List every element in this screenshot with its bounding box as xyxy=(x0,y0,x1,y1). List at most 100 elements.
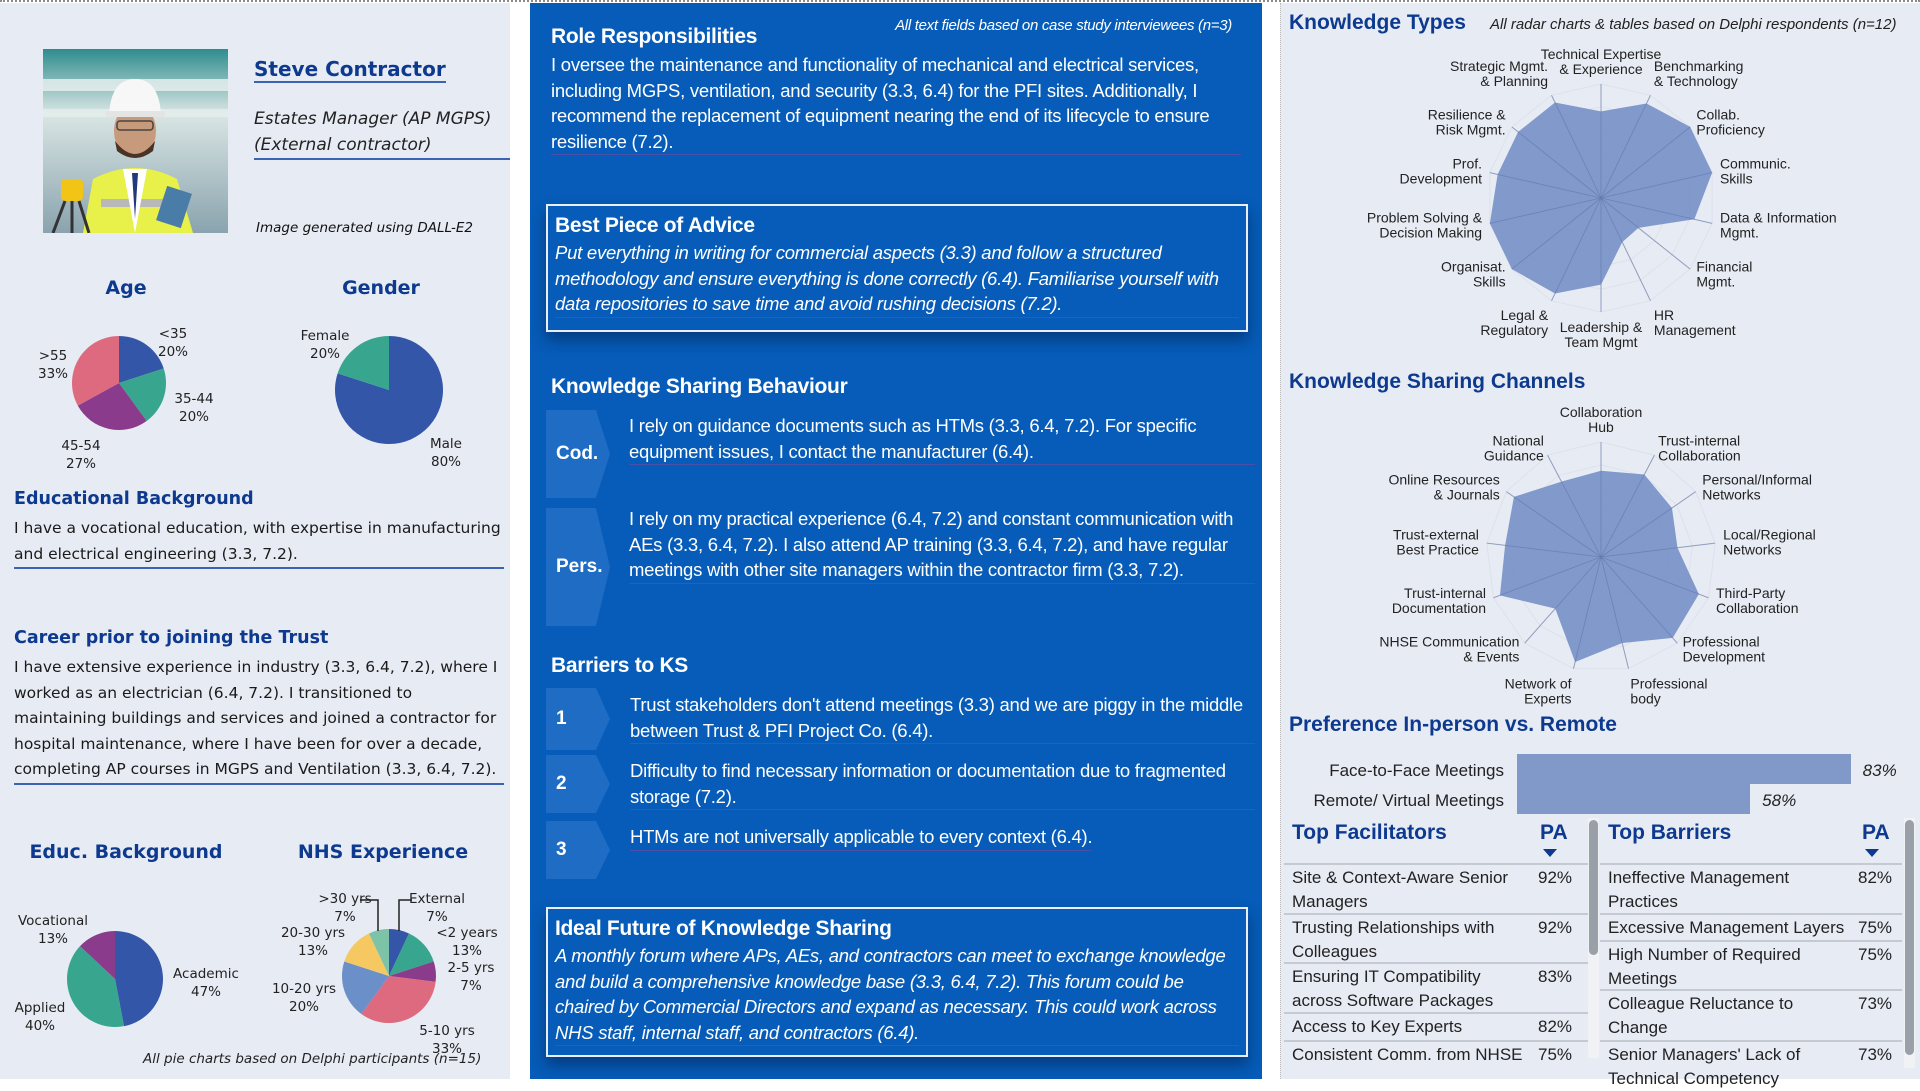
profile-role-line2: (External contractor) xyxy=(254,135,432,155)
radar-axis-label-line: Management xyxy=(1654,322,1736,338)
pie-slice-20-30 yrs xyxy=(344,933,389,976)
radar-axis-label: Professional Development xyxy=(1683,634,1766,665)
pie-label-category: 5-10 yrs xyxy=(419,1023,475,1039)
table-row[interactable]: Senior Managers' Lack of Technical Compe… xyxy=(1600,1040,1902,1091)
pie-label-value: 33% xyxy=(431,1041,463,1057)
pie-label: >30 yrs 7% xyxy=(318,890,371,926)
pie-label-value: 20% xyxy=(178,409,210,425)
radar-axis-label-line: Decision Making xyxy=(1379,225,1482,241)
pie-slice->30 yrs xyxy=(368,929,389,976)
radar-area xyxy=(1499,470,1699,662)
row-pa-value: 73% xyxy=(1858,1045,1893,1064)
sort-descending-icon[interactable] xyxy=(1865,849,1879,857)
radar-axis-label: Network of Experts xyxy=(1505,675,1572,706)
radar-axis-label: NHSE Communication & Events xyxy=(1379,634,1519,665)
radar-axis-label-line: Network of xyxy=(1505,675,1572,691)
row-name: Colleague Reluctance to Change xyxy=(1608,994,1794,1037)
table-row[interactable]: Consistent Comm. from NHSE 75% xyxy=(1284,1040,1588,1091)
profile-role-line1: Estates Manager (AP MGPS) xyxy=(254,109,492,129)
interview-panel: All text fields based on case study inte… xyxy=(530,3,1262,1079)
bar-value-face-to-face: 83% xyxy=(1862,761,1897,780)
gender-chart-title: Gender xyxy=(342,277,420,299)
facilitators-table: Top Facilitators PA Site & Context-Aware… xyxy=(1284,821,1588,1079)
table-row[interactable]: Ensuring IT Compatibility across Softwar… xyxy=(1284,962,1588,1012)
image-caption: Image generated using DALL-E2 xyxy=(256,220,473,236)
table-row[interactable]: Ineffective Management Practices 82% xyxy=(1600,863,1902,913)
pie-label-value: 20% xyxy=(309,346,340,362)
bar-face-to-face xyxy=(1517,754,1851,784)
radar-axis-label: Organisat. Skills xyxy=(1441,259,1506,290)
row-name: Senior Managers' Lack of Technical Compe… xyxy=(1608,1045,1801,1088)
radar-axis-label-line: Organisat. xyxy=(1441,259,1506,275)
radar-axis-label-line: National xyxy=(1492,433,1543,449)
radar-axis-label-line: Team Mgmt xyxy=(1564,334,1637,350)
radar-axis-label-line: Documentation xyxy=(1392,600,1486,616)
radar-axis-label: Professional body xyxy=(1630,675,1707,706)
leader-line xyxy=(360,899,379,931)
pie-label-value: 13% xyxy=(297,943,328,959)
pie-label-category: Academic xyxy=(173,966,239,982)
radar-axis-label-line: NHSE Communication xyxy=(1379,634,1519,650)
radar-spoke-overlay xyxy=(1486,542,1602,558)
radar-axis-label-line: Strategic Mgmt. xyxy=(1450,58,1548,74)
ksb-text-codified: I rely on guidance documents such as HTM… xyxy=(629,413,1255,465)
radar-axis-label-line: Networks xyxy=(1702,487,1760,503)
radar-axis-label-line: Development xyxy=(1400,170,1483,186)
pie-label-category: Vocational xyxy=(17,913,89,929)
advice-box: Best Piece of Advice Put everything in w… xyxy=(546,204,1248,332)
radar-spoke-overlay xyxy=(1600,172,1713,199)
radar-spoke-overlay xyxy=(1551,197,1602,301)
row-pa-value: 83% xyxy=(1538,967,1573,986)
table-row[interactable]: Site & Context-Aware Senior Managers 92% xyxy=(1284,863,1588,913)
row-name: Site & Context-Aware Senior Managers xyxy=(1292,868,1509,911)
pie-label: <35 20% xyxy=(158,325,188,361)
pie-label-category: Male xyxy=(430,436,462,452)
table-row[interactable]: Colleague Reluctance to Change 73% xyxy=(1600,989,1902,1040)
radar-axis-label: Benchmarking & Technology xyxy=(1654,58,1744,89)
ksb-text-personal: I rely on my practical experience (6.4, … xyxy=(629,506,1255,584)
pie-slice->55 xyxy=(71,336,119,406)
age-chart-title: Age xyxy=(105,277,147,299)
sort-descending-icon[interactable] xyxy=(1543,849,1557,857)
career-text: I have extensive experience in industry … xyxy=(14,655,504,785)
radar-axis-label: Collaboration Hub xyxy=(1560,404,1643,435)
facilitators-scrollbar[interactable] xyxy=(1589,820,1598,955)
row-pa-value: 82% xyxy=(1538,1017,1573,1036)
role-text: I oversee the maintenance and functional… xyxy=(551,52,1241,155)
radar-axis-label: Collab. Proficiency xyxy=(1696,106,1764,137)
barrier-text-3: HTMs are not universally applicable to e… xyxy=(630,824,1093,851)
table-row[interactable]: Excessive Management Layers 75% xyxy=(1600,913,1902,940)
preference-heading: Preference In-person vs. Remote xyxy=(1289,713,1617,736)
facilitators-pa-column[interactable]: PA xyxy=(1540,821,1568,844)
ksb-tag-codified: Cod. xyxy=(546,410,610,498)
pie-label-value: 40% xyxy=(24,1018,56,1034)
pie-slice-Academic xyxy=(115,931,163,1027)
radar-axis-label-line: Guidance xyxy=(1484,448,1544,464)
radar-axis-label-line: Prof. xyxy=(1452,155,1482,171)
table-row[interactable]: Access to Key Experts 82% xyxy=(1284,1012,1588,1040)
radar-axis-label: Problem Solving & Decision Making xyxy=(1367,210,1483,241)
radar-axis-label: HR Management xyxy=(1654,307,1736,338)
pie-label: 5-10 yrs 33% xyxy=(419,1022,475,1058)
barriers-pa-column[interactable]: PA xyxy=(1862,821,1890,844)
facilitators-heading: Top Facilitators xyxy=(1292,821,1447,844)
radar-axis-label-line: Online Resources xyxy=(1388,472,1499,488)
pie-label-category: 2-5 yrs xyxy=(447,960,495,976)
barriers-scrollbar[interactable] xyxy=(1905,820,1914,1055)
top-dotted-border xyxy=(0,0,1920,2)
radar-axis-label-line: Mgmt. xyxy=(1720,225,1759,241)
radar-spoke-overlay xyxy=(1489,172,1602,199)
radar-axis-label: Online Resources & Journals xyxy=(1388,472,1499,503)
table-row[interactable]: Trusting Relationships with Colleagues 92… xyxy=(1284,913,1588,962)
radar-axis-label: Trust-internal Collaboration xyxy=(1658,433,1741,464)
radar-axis-label-line: Risk Mgmt. xyxy=(1436,121,1506,137)
pie-label: Applied 40% xyxy=(15,999,66,1035)
radar-axis-label-line: Trust-internal xyxy=(1404,585,1486,601)
radar-axis-label-line: Collaboration xyxy=(1716,600,1799,616)
row-name: Ensuring IT Compatibility across Softwar… xyxy=(1292,967,1494,1010)
radar-spoke-overlay xyxy=(1600,491,1696,558)
table-row[interactable]: High Number of Required Meetings 75% xyxy=(1600,940,1902,989)
radar-axis-label-line: Mgmt. xyxy=(1696,274,1735,290)
education-text: I have a vocational education, with expe… xyxy=(14,516,504,569)
radar-spoke-overlay xyxy=(1506,491,1602,558)
